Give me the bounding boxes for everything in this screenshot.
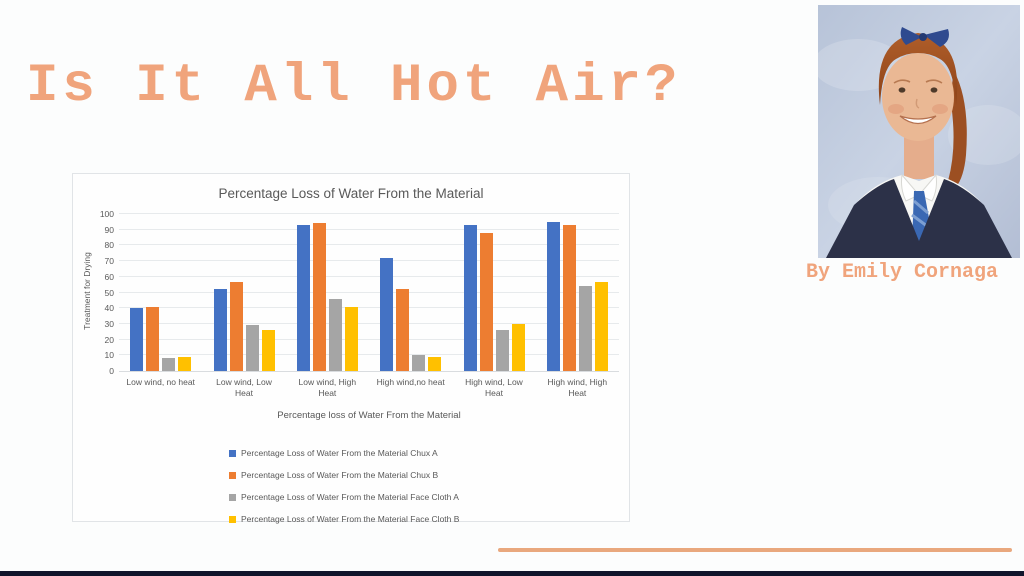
- y-tick-label: 60: [104, 271, 114, 282]
- gridline: [119, 260, 619, 262]
- y-tick-label: 50: [104, 287, 114, 298]
- bar: [344, 306, 358, 371]
- bar: [229, 281, 243, 371]
- gridline: [119, 213, 619, 214]
- x-category-label: High wind, High Heat: [547, 377, 608, 398]
- student-photo: [818, 5, 1020, 258]
- bar: [594, 281, 608, 371]
- legend-item: Percentage Loss of Water From the Materi…: [229, 442, 459, 464]
- slide-title: Is It All Hot Air?: [26, 56, 682, 117]
- legend-swatch: [229, 449, 236, 457]
- bar: [261, 330, 275, 371]
- bar: [546, 221, 560, 371]
- y-tick-label: 20: [104, 334, 114, 345]
- gridline: [119, 322, 619, 324]
- y-tick-label: 100: [99, 209, 114, 219]
- bar: [312, 223, 326, 371]
- chart-title: Percentage Loss of Water From the Materi…: [218, 186, 484, 201]
- byline: By Emily Cornaga: [806, 261, 999, 284]
- bar: [578, 286, 592, 371]
- bar: [380, 257, 394, 371]
- legend-swatch: [229, 471, 236, 479]
- bar: [511, 323, 525, 371]
- bar: [396, 289, 410, 371]
- y-tick-label: 30: [104, 318, 114, 329]
- legend-label: Percentage Loss of Water From the Materi…: [241, 448, 438, 458]
- legend-label: Percentage Loss of Water From the Materi…: [241, 514, 460, 524]
- bar: [296, 225, 310, 371]
- bar: [479, 232, 493, 371]
- bar: [412, 355, 426, 371]
- plot-area: [119, 213, 619, 372]
- bar: [162, 358, 176, 371]
- y-tick-label: 90: [104, 224, 114, 235]
- y-axis-ticks: 0 10 20 30 40 50 60 70 80 90 100: [87, 209, 114, 376]
- student-photo-illustration: [818, 5, 1020, 258]
- water-loss-chart: Percentage Loss of Water From the Materi…: [72, 173, 630, 524]
- gridline: [119, 371, 619, 372]
- bar: [562, 225, 576, 371]
- gridline: [119, 275, 619, 277]
- x-axis-title: Percentage loss of Water From the Materi…: [277, 410, 461, 421]
- gridline: [119, 354, 619, 356]
- y-tick-label: 70: [104, 256, 114, 267]
- bar: [146, 306, 160, 371]
- legend-label: Percentage Loss of Water From the Materi…: [241, 470, 439, 480]
- legend-item: Percentage Loss of Water From the Materi…: [229, 508, 459, 530]
- bar: [213, 289, 227, 371]
- bar: [428, 356, 442, 371]
- y-tick-label: 40: [104, 303, 114, 314]
- legend-swatch: [229, 515, 236, 523]
- bar: [495, 330, 509, 371]
- divider-line: [498, 548, 1012, 552]
- chart-legend: Percentage Loss of Water From the Materi…: [229, 442, 459, 530]
- y-tick-label: 80: [104, 240, 114, 251]
- legend-item: Percentage Loss of Water From the Materi…: [229, 464, 459, 486]
- bottom-bar: [0, 571, 1024, 576]
- legend-swatch: [229, 493, 236, 501]
- bar: [245, 325, 259, 371]
- legend-item: Percentage Loss of Water From the Materi…: [229, 486, 459, 508]
- gridline: [119, 228, 619, 230]
- gridline: [119, 291, 619, 293]
- bar: [328, 298, 342, 371]
- gridline: [119, 244, 619, 246]
- x-category-label: High wind, Low Heat: [465, 377, 523, 398]
- gridline: [119, 307, 619, 309]
- x-category-label: Low wind, High Heat: [298, 377, 357, 398]
- y-tick-label: 0: [109, 366, 114, 376]
- x-category-label: Low wind, Low Heat: [216, 377, 272, 398]
- bar: [463, 225, 477, 371]
- bar: [178, 356, 192, 371]
- gridline: [119, 338, 619, 340]
- bar: [130, 308, 144, 371]
- y-tick-label: 10: [104, 350, 114, 361]
- legend-label: Percentage Loss of Water From the Materi…: [241, 492, 459, 502]
- x-category-label: Low wind, no heat: [126, 377, 195, 387]
- x-category-label: High wind,no heat: [376, 377, 445, 387]
